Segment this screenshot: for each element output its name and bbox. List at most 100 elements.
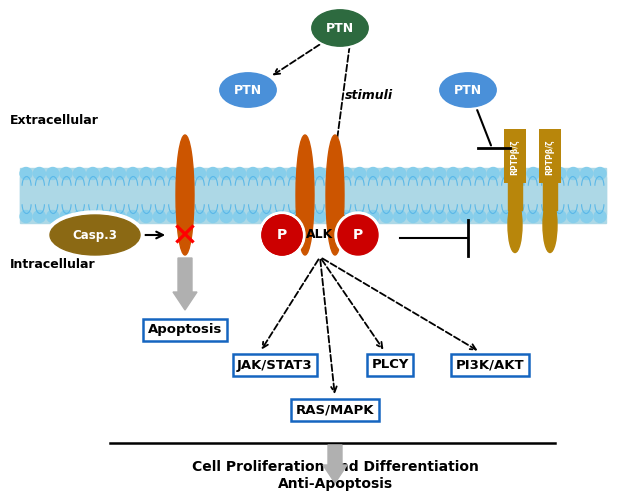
- Circle shape: [447, 167, 459, 179]
- Circle shape: [100, 167, 112, 179]
- Text: PTN: PTN: [234, 84, 262, 97]
- Circle shape: [474, 210, 486, 222]
- Circle shape: [341, 167, 352, 179]
- Text: RPTPβ/ζ: RPTPβ/ζ: [510, 139, 520, 175]
- Circle shape: [259, 212, 305, 258]
- Circle shape: [341, 210, 352, 222]
- Circle shape: [394, 167, 406, 179]
- Circle shape: [153, 210, 165, 222]
- Circle shape: [33, 167, 45, 179]
- Circle shape: [180, 210, 192, 222]
- Circle shape: [567, 210, 579, 222]
- Circle shape: [527, 210, 539, 222]
- Circle shape: [434, 167, 446, 179]
- FancyBboxPatch shape: [504, 129, 526, 183]
- Circle shape: [581, 167, 593, 179]
- Circle shape: [501, 210, 513, 222]
- Circle shape: [287, 167, 299, 179]
- Circle shape: [73, 167, 85, 179]
- Circle shape: [113, 210, 125, 222]
- Circle shape: [474, 167, 486, 179]
- Circle shape: [207, 210, 219, 222]
- Text: PI3K/AKT: PI3K/AKT: [456, 359, 525, 372]
- Circle shape: [514, 167, 526, 179]
- Circle shape: [20, 167, 32, 179]
- Ellipse shape: [441, 74, 496, 107]
- Circle shape: [327, 167, 339, 179]
- Circle shape: [541, 210, 553, 222]
- Ellipse shape: [50, 215, 140, 255]
- Circle shape: [167, 167, 179, 179]
- Circle shape: [87, 210, 99, 222]
- Text: Anti-Apoptosis: Anti-Apoptosis: [277, 477, 393, 491]
- Circle shape: [487, 167, 499, 179]
- Circle shape: [554, 167, 566, 179]
- Circle shape: [73, 210, 85, 222]
- Circle shape: [140, 167, 152, 179]
- Circle shape: [335, 212, 381, 258]
- Circle shape: [554, 210, 566, 222]
- Text: PTN: PTN: [454, 84, 482, 97]
- Circle shape: [594, 167, 606, 179]
- Circle shape: [421, 167, 433, 179]
- Text: Extracellular: Extracellular: [10, 114, 99, 126]
- Circle shape: [354, 167, 366, 179]
- Ellipse shape: [176, 135, 194, 255]
- Circle shape: [407, 167, 419, 179]
- Circle shape: [461, 167, 473, 179]
- Circle shape: [421, 210, 433, 222]
- Ellipse shape: [217, 71, 279, 110]
- Circle shape: [260, 167, 272, 179]
- Circle shape: [153, 167, 165, 179]
- Circle shape: [60, 210, 72, 222]
- Circle shape: [127, 210, 139, 222]
- Circle shape: [581, 210, 593, 222]
- Bar: [508, 180, 522, 210]
- Text: RAS/MAPK: RAS/MAPK: [295, 403, 374, 416]
- Ellipse shape: [220, 74, 275, 107]
- Ellipse shape: [312, 11, 367, 46]
- Circle shape: [274, 167, 285, 179]
- Text: Apoptosis: Apoptosis: [148, 324, 222, 337]
- Circle shape: [220, 167, 232, 179]
- Circle shape: [300, 210, 312, 222]
- Circle shape: [47, 167, 59, 179]
- Ellipse shape: [543, 197, 557, 253]
- Circle shape: [567, 167, 579, 179]
- Text: PTN: PTN: [326, 22, 354, 35]
- Circle shape: [233, 167, 245, 179]
- Circle shape: [527, 167, 539, 179]
- Circle shape: [100, 210, 112, 222]
- Ellipse shape: [309, 8, 371, 49]
- Ellipse shape: [296, 135, 314, 255]
- Circle shape: [367, 210, 379, 222]
- Circle shape: [127, 167, 139, 179]
- Ellipse shape: [46, 211, 144, 259]
- Circle shape: [381, 167, 393, 179]
- Circle shape: [207, 167, 219, 179]
- FancyArrow shape: [323, 445, 347, 483]
- Circle shape: [20, 210, 32, 222]
- Circle shape: [461, 210, 473, 222]
- Circle shape: [487, 210, 499, 222]
- Ellipse shape: [220, 74, 275, 107]
- Ellipse shape: [441, 74, 496, 107]
- Circle shape: [247, 210, 259, 222]
- Circle shape: [274, 210, 285, 222]
- Circle shape: [60, 167, 72, 179]
- Circle shape: [167, 210, 179, 222]
- Circle shape: [381, 210, 393, 222]
- Circle shape: [47, 210, 59, 222]
- Circle shape: [180, 167, 192, 179]
- Circle shape: [354, 210, 366, 222]
- Ellipse shape: [312, 11, 367, 46]
- Circle shape: [287, 210, 299, 222]
- Text: Casp.3: Casp.3: [73, 228, 118, 241]
- FancyBboxPatch shape: [539, 129, 561, 183]
- Circle shape: [314, 210, 326, 222]
- Circle shape: [434, 210, 446, 222]
- Circle shape: [87, 167, 99, 179]
- Circle shape: [247, 167, 259, 179]
- Text: ✕: ✕: [171, 220, 199, 254]
- Circle shape: [394, 210, 406, 222]
